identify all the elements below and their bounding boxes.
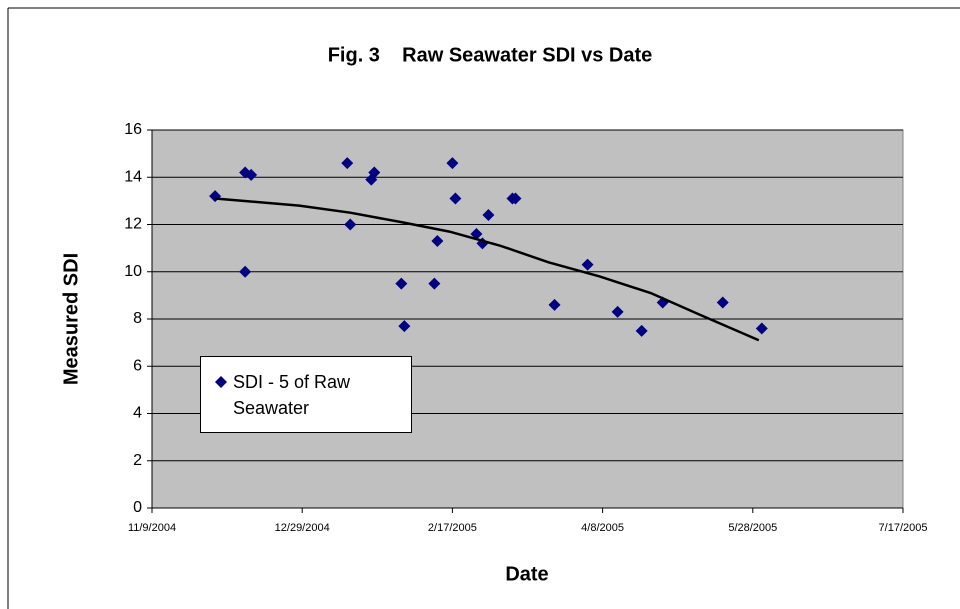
point (368, 166, 381, 179)
point (449, 192, 462, 205)
point (470, 227, 483, 240)
point (446, 157, 459, 170)
point (716, 296, 729, 309)
x-axis-label: Date (505, 563, 548, 585)
point (245, 168, 258, 181)
y-tick-label: 2 (133, 452, 142, 469)
y-tick-label: 8 (133, 310, 142, 327)
point (395, 277, 408, 290)
x-tick-label: 7/17/2005 (879, 522, 928, 534)
point (398, 320, 411, 333)
point (341, 157, 354, 170)
chart-title: Fig. 3 Raw Seawater SDI vs Date (328, 44, 653, 66)
point (482, 209, 495, 222)
x-tick-label: 2/17/2005 (428, 522, 477, 534)
y-tick-label: 14 (124, 168, 142, 185)
point (581, 258, 594, 271)
point (428, 277, 441, 290)
x-tick-label: 5/28/2005 (728, 522, 777, 534)
point (509, 192, 522, 205)
y-tick-label: 6 (133, 357, 142, 374)
x-tick-label: 4/8/2005 (581, 522, 624, 534)
trendline (214, 197, 760, 342)
y-tick-label: 12 (124, 216, 142, 233)
x-tick-label: 12/29/2004 (275, 522, 330, 534)
point (344, 218, 357, 231)
legend-label: SDI - 5 of Raw Seawater (233, 372, 351, 418)
y-tick-label: 0 (133, 499, 142, 516)
point (635, 324, 648, 337)
y-tick-label: 16 (124, 121, 142, 138)
y-tick-label: 10 (124, 263, 142, 280)
point (431, 235, 444, 248)
legend-diamond (215, 376, 227, 388)
legend-marker (215, 376, 227, 388)
legend: SDI - 5 of Raw Seawater (200, 356, 412, 433)
y-axis-label: Measured SDI (60, 253, 82, 385)
point (548, 298, 561, 311)
point (611, 305, 624, 318)
y-tick-label: 4 (133, 405, 142, 422)
x-tick-label: 11/9/2004 (128, 522, 176, 534)
point (755, 322, 768, 335)
point (239, 265, 252, 278)
